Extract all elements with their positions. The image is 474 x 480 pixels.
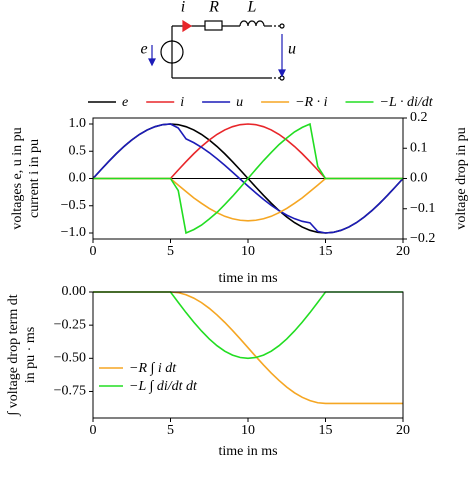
terminal	[279, 23, 285, 29]
y-tick-label: −0.75	[54, 384, 86, 399]
y2-tick-label: −0.1	[410, 201, 435, 216]
legend-label: i	[180, 95, 184, 110]
y-tick-label: 0.5	[69, 143, 87, 158]
legend-label: −R · i	[295, 95, 327, 110]
u-arrow-head	[278, 69, 286, 78]
y-axis-label: in pu · ms	[23, 327, 38, 383]
y2-tick-label: 0.1	[410, 140, 428, 155]
series-line	[92, 123, 404, 234]
x-tick-label: 10	[241, 244, 255, 259]
y-tick-label: −0.25	[54, 317, 86, 332]
x-tick-label: 10	[241, 423, 255, 438]
series-line	[93, 177, 403, 222]
e-arrow-head	[148, 58, 156, 67]
x-tick-label: 15	[319, 423, 333, 438]
x-tick-label: 20	[396, 423, 410, 438]
legend-label: −L · di/dt	[380, 95, 434, 110]
y2-axis-label: voltage drop in pu	[454, 127, 469, 229]
legend-label: −L ∫ di/dt dt	[129, 379, 198, 394]
x-tick-label: 5	[167, 244, 174, 259]
x-tick-label: 5	[167, 423, 174, 438]
resistor	[204, 20, 223, 31]
inductor-label: L	[247, 0, 257, 16]
y-tick-label: 1.0	[69, 116, 87, 131]
y-tick-label: −0.50	[54, 351, 86, 366]
legend-label: −R ∫ i dt	[129, 361, 177, 376]
y-tick-label: 0.00	[62, 284, 87, 299]
x-tick-label: 0	[90, 423, 97, 438]
current-label: i	[181, 0, 185, 16]
legend-label: e	[122, 95, 128, 110]
y-tick-label: −1.0	[61, 225, 86, 240]
series-line	[93, 122, 403, 235]
y-axis-label: ∫ voltage drop term dt	[6, 294, 21, 416]
x-tick-label: 15	[319, 244, 333, 259]
legend-label: u	[236, 95, 243, 110]
y-axis-label: voltages e, u in pu	[10, 127, 25, 229]
inductor	[239, 20, 265, 27]
voltage-label: u	[288, 41, 296, 58]
plot-frame	[92, 291, 404, 419]
y-axis-label: current i in pu	[27, 139, 42, 218]
x-axis-label: time in ms	[218, 271, 277, 286]
x-tick-label: 20	[396, 244, 410, 259]
current-arrow	[182, 19, 193, 33]
x-axis-label: time in ms	[218, 444, 277, 459]
resistor-label: R	[208, 0, 219, 16]
series-line	[93, 123, 403, 180]
source-label: e	[140, 41, 147, 58]
y-tick-label: −0.5	[61, 198, 86, 213]
y-tick-label: 0.0	[69, 171, 87, 186]
y2-tick-label: −0.2	[410, 231, 435, 246]
circuit	[148, 19, 286, 81]
x-tick-label: 0	[90, 244, 97, 259]
y2-tick-label: 0.0	[410, 171, 428, 186]
y2-tick-label: 0.2	[410, 110, 428, 125]
